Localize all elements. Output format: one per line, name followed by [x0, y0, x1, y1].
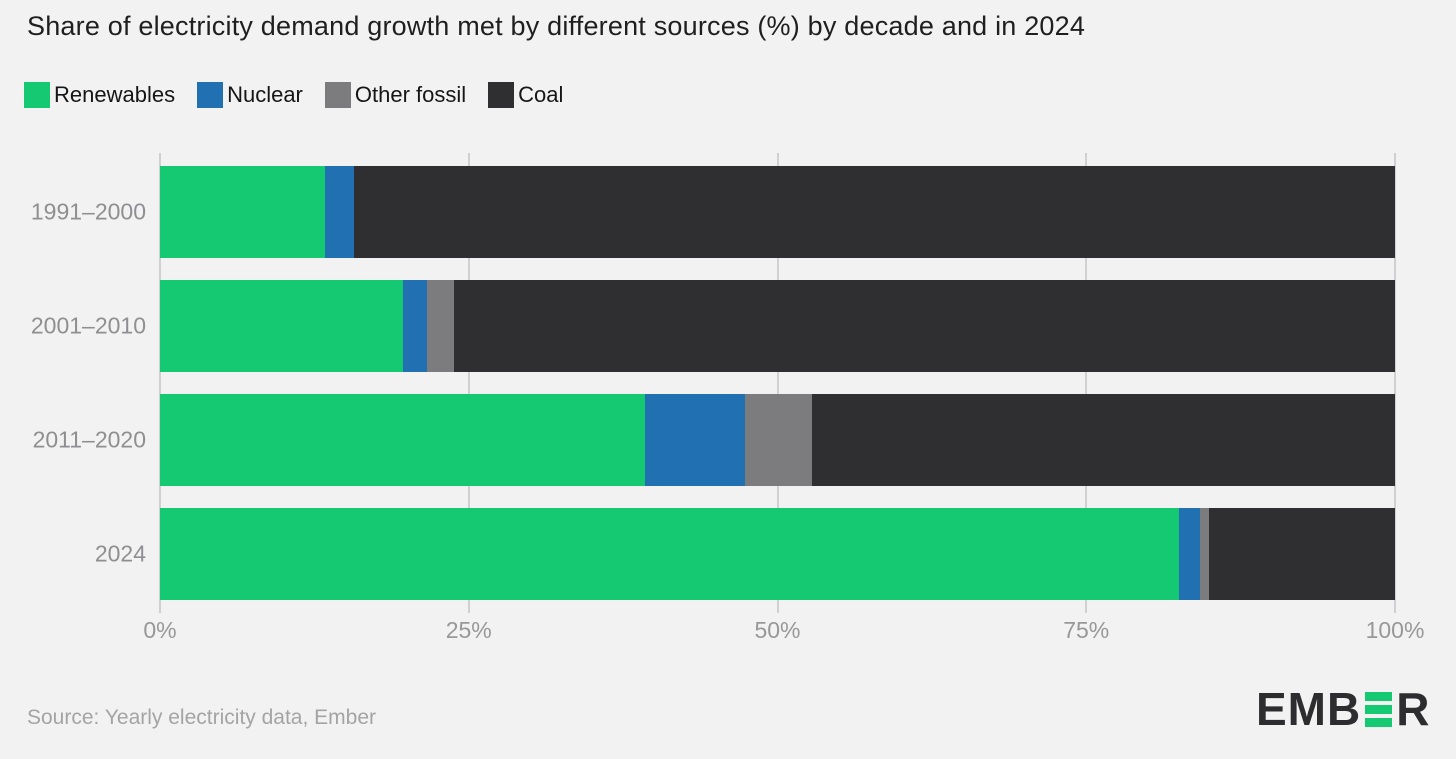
logo-text-r: R: [1396, 683, 1431, 735]
bar-segment-coal: [453, 280, 1395, 372]
bar-segment-nuclear: [645, 394, 746, 486]
bar-segment-coal: [812, 394, 1395, 486]
gridline-0: [159, 153, 161, 613]
legend-swatch-nuclear: [197, 82, 224, 108]
x-tick-label: 100%: [1365, 617, 1425, 643]
legend: Renewables Nuclear Other fossil Coal: [24, 82, 563, 108]
legend-swatch-coal: [488, 82, 515, 108]
legend-swatch-renewables: [24, 82, 50, 108]
gridline-75: [1085, 153, 1088, 613]
gridline-25: [467, 153, 470, 613]
legend-label: Coal: [518, 82, 564, 107]
source-caption: Source: Yearly electricity data, Ember: [27, 706, 377, 729]
logo-green-e-icon: [1365, 691, 1393, 727]
bar-segment-other_fossil: [426, 280, 454, 372]
y-axis-label: 1991–2000: [30, 198, 146, 225]
bar-segment-renewables: [160, 280, 404, 372]
logo-text-emb: EMB: [1256, 683, 1362, 735]
legend-label: Renewables: [54, 82, 176, 107]
bar-segment-renewables: [160, 508, 1179, 600]
bar-row-2001–2010: [160, 280, 1395, 372]
legend-label: Nuclear: [227, 82, 303, 107]
legend-item-renewables: Renewables: [24, 82, 175, 108]
bar-segment-nuclear: [1178, 508, 1200, 600]
y-axis-label: 2011–2020: [32, 426, 146, 453]
bar-segment-other_fossil: [745, 394, 813, 486]
bar-segment-nuclear: [403, 280, 427, 372]
y-axis-label: 2001–2010: [30, 312, 146, 339]
bar-segment-renewables: [160, 394, 646, 486]
gridline-100: [1394, 153, 1396, 613]
x-tick-label: 0%: [143, 617, 177, 643]
bar-row-1991–2000: [160, 166, 1395, 258]
y-axis-label: 2024: [94, 540, 146, 567]
x-tick-label: 75%: [1063, 617, 1110, 643]
gridline-50: [776, 153, 779, 613]
legend-swatch-other_fossil: [324, 82, 351, 108]
bar-row-2011–2020: [160, 394, 1395, 486]
bar-segment-renewables: [160, 166, 326, 258]
bar-segment-nuclear: [325, 166, 354, 258]
legend-item-other_fossil: Other fossil: [324, 82, 467, 108]
plot-area: [159, 153, 1396, 613]
x-tick-label: 25%: [445, 617, 492, 643]
bar-row-2024: [160, 508, 1395, 600]
legend-label: Other fossil: [354, 82, 467, 107]
legend-item-coal: Coal: [488, 82, 563, 108]
ember-logo: EMB R: [1256, 683, 1431, 735]
x-tick-label: 50%: [754, 617, 801, 643]
bar-segment-coal: [1208, 508, 1395, 600]
bar-segment-coal: [353, 166, 1395, 258]
legend-item-nuclear: Nuclear: [197, 82, 303, 108]
chart-title: Share of electricity demand growth met b…: [27, 11, 1086, 41]
bar-segment-other_fossil: [1199, 508, 1209, 600]
